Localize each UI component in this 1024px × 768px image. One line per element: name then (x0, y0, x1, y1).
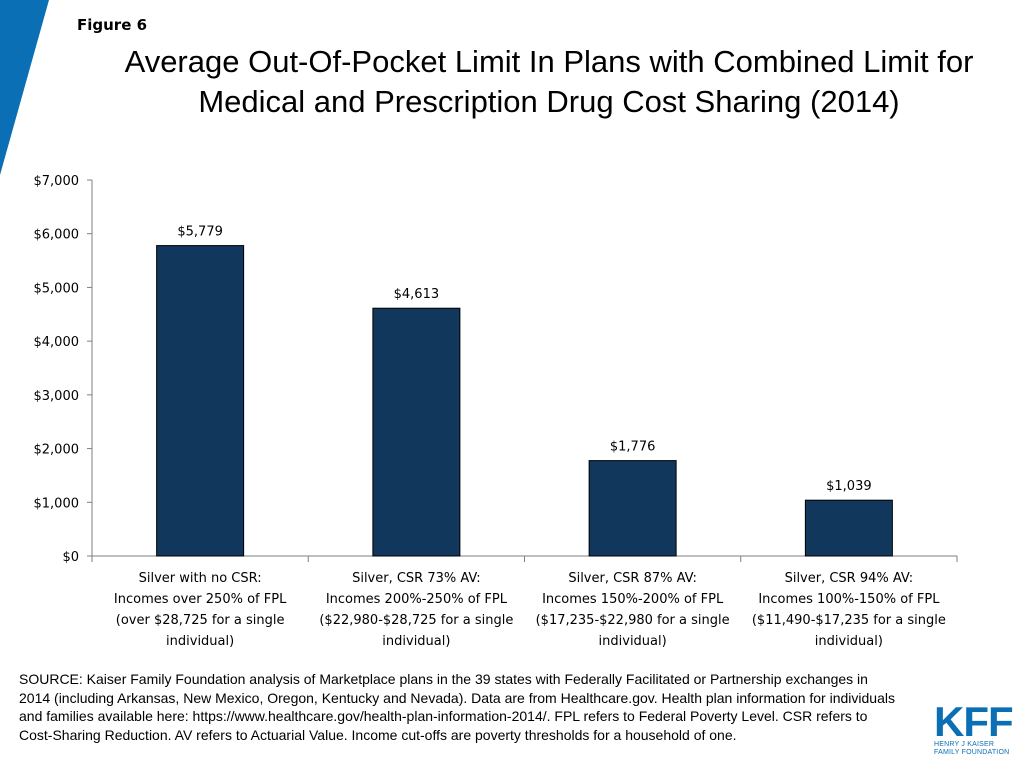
category-label-line: Silver, CSR 87% AV: (568, 571, 697, 586)
category-label-line: ($22,980-$28,725 for a single (319, 613, 513, 628)
category-label-line: individual) (599, 634, 667, 649)
data-labels: $5,779 $4,613 $1,776 $1,039 (177, 225, 871, 495)
category-label-line: Incomes over 250% of FPL (114, 592, 287, 607)
source-note: SOURCE: Kaiser Family Foundation analysi… (19, 671, 895, 743)
category-label-line: Incomes 200%-250% of FPL (326, 592, 508, 607)
y-tick-label: $6,000 (34, 228, 80, 243)
category-label-line: ($17,235-$22,980 for a single (536, 613, 730, 628)
bars (156, 245, 893, 557)
y-tick-label: $3,000 (34, 389, 80, 404)
category-label-line: Silver, CSR 73% AV: (352, 571, 481, 586)
logo-mark: KFF (934, 698, 1014, 745)
category-label: Silver with no CSR: Incomes over 250% of … (114, 571, 287, 649)
y-tick-label: $2,000 (34, 443, 80, 458)
kff-logo: KFF HENRY J KAISER FAMILY FOUNDATION (934, 698, 1014, 757)
category-label-line: Silver with no CSR: (139, 571, 262, 586)
y-tick-label: $4,000 (34, 335, 80, 350)
bar (588, 460, 677, 557)
y-tick-label: $0 (62, 550, 79, 565)
category-label-line: Incomes 100%-150% of FPL (758, 592, 940, 607)
bar (156, 245, 245, 557)
category-label-line: Incomes 150%-200% of FPL (542, 592, 724, 607)
category-label-line: individual) (166, 634, 234, 649)
x-axis (91, 555, 958, 562)
bar-value-label: $4,613 (394, 287, 440, 302)
category-label: Silver, CSR 94% AV: Incomes 100%-150% of … (752, 571, 946, 649)
category-label-line: individual) (382, 634, 450, 649)
bar (372, 307, 461, 557)
bar-value-label: $1,776 (610, 440, 656, 455)
logo-line-1: HENRY J KAISER (934, 741, 995, 748)
bar-value-label: $5,779 (177, 225, 223, 240)
y-tick-label: $1,000 (34, 496, 80, 511)
category-label-line: Silver, CSR 94% AV: (785, 571, 914, 586)
bar-chart: $0 $1,000 $2,000 $3,000 $4,000 $5,000 $6,000 $7… (34, 174, 958, 649)
bar (804, 499, 893, 557)
blue-corner-accent (0, 0, 49, 175)
figure-label: Figure 6 (77, 16, 148, 34)
y-tick-label: $5,000 (34, 281, 80, 296)
bar-value-label: $1,039 (826, 479, 872, 494)
y-tick-label: $7,000 (34, 174, 80, 189)
logo-foundation-name: HENRY J KAISER FAMILY FOUNDATION (934, 741, 1014, 757)
logo-line-2: FAMILY FOUNDATION (934, 749, 1010, 756)
y-axis: $0 $1,000 $2,000 $3,000 $4,000 $5,000 $6,000 $7… (34, 174, 93, 565)
category-label: Silver, CSR 73% AV: Incomes 200%-250% of … (319, 571, 513, 649)
category-label: Silver, CSR 87% AV: Incomes 150%-200% of … (536, 571, 730, 649)
chart-title: Average Out-Of-Pocket Limit In Plans wit… (124, 44, 974, 119)
category-label-line: (over $28,725 for a single (116, 613, 285, 628)
category-label-line: individual) (815, 634, 883, 649)
category-labels: Silver with no CSR: Incomes over 250% of … (114, 571, 946, 649)
category-label-line: ($11,490-$17,235 for a single (752, 613, 946, 628)
